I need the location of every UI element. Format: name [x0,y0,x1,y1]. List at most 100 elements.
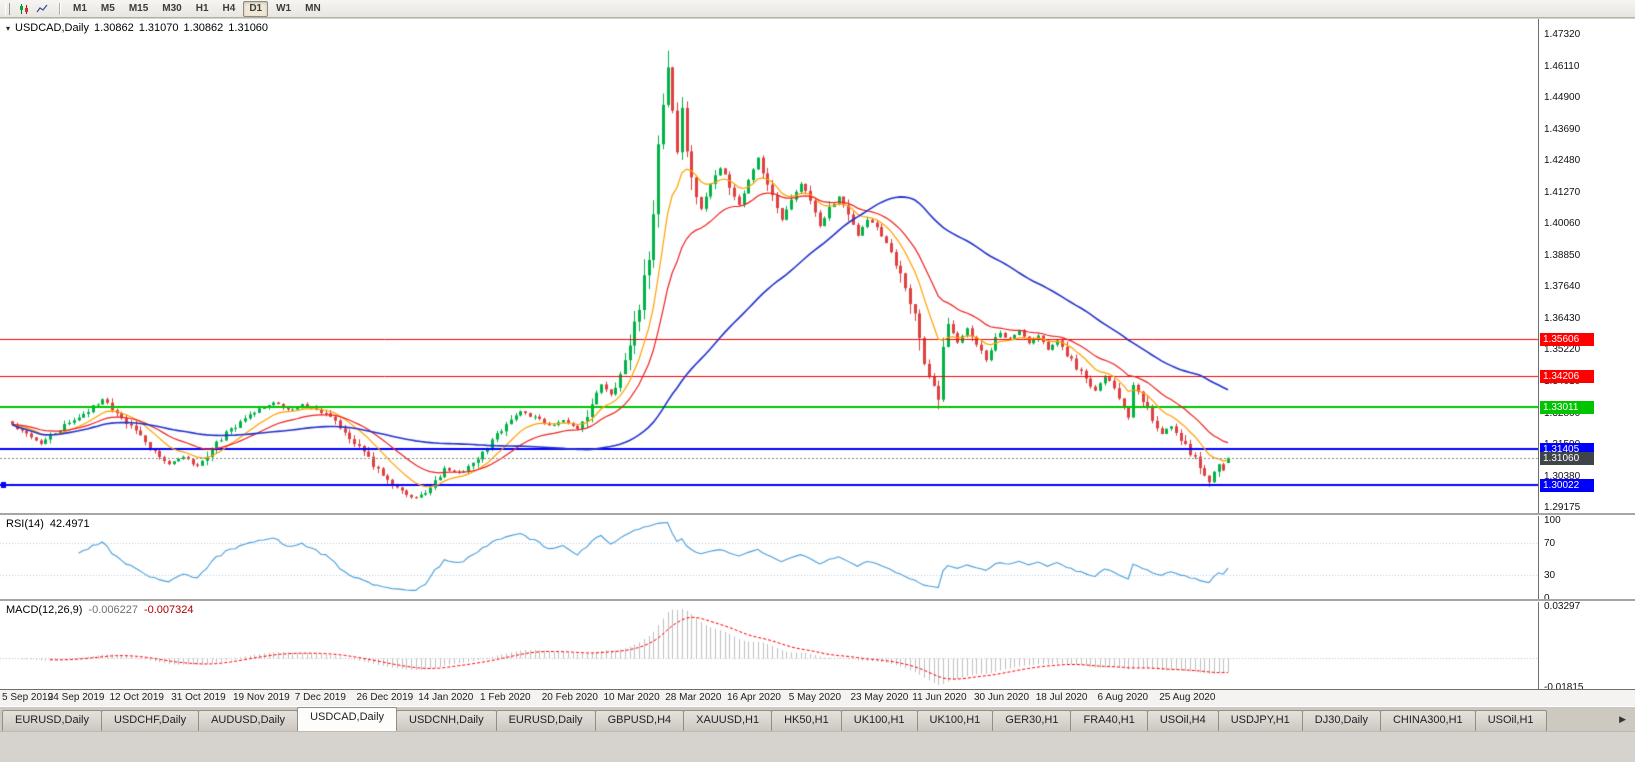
status-strip [0,731,1635,762]
timeframe-button-m15[interactable]: M15 [123,1,154,17]
line-chart-icon[interactable] [34,2,50,16]
price-axis-label: 1.35220 [1544,344,1581,356]
top-toolbar: M1 M5 M15 M30 H1 H4 D1 W1 MN [0,0,1635,18]
timeframe-button-m1[interactable]: M1 [67,1,93,17]
macd-axis-label: -0.01815 [1544,682,1584,693]
chart-tab-bar: EURUSD,Daily USDCHF,Daily AUDUSD,Daily USDC… [0,706,1635,731]
date-label: 7 Dec 2019 [294,692,346,703]
timeframe-button-m5[interactable]: M5 [95,1,121,17]
panel-separator-rsi[interactable] [0,513,1635,516]
date-label: 6 Aug 2020 [1097,692,1149,703]
chart-symbol-label: USDCAD,Daily [15,22,89,34]
time-axis[interactable]: 5 Sep 2019 24 Sep 2019 12 Oct 2019 31 Oct 2… [0,689,1635,706]
chart-window: ▾ USDCAD,Daily 1.30862 1.31070 1.30862 1… [0,19,1635,693]
date-label: 30 Jun 2020 [974,692,1030,703]
date-label: 23 May 2020 [850,692,909,703]
date-label: 14 Jan 2020 [418,692,474,703]
tabs-scroll-right-icon[interactable]: ▶ [1619,713,1626,724]
current-price-tag: 1.31060 [1540,451,1594,465]
tab-audusd-daily[interactable]: AUDUSD,Daily [198,710,299,731]
toolbar-separator [59,2,60,15]
timeframe-buttons-group: M1 M5 M15 M30 H1 H4 D1 W1 MN [67,0,327,17]
tab-eurusd-daily[interactable]: EURUSD,Daily [495,710,596,731]
tab-usoil-h4[interactable]: USOil,H4 [1146,710,1219,731]
price-axis-label: 1.29175 [1544,502,1581,513]
timeframe-button-d1[interactable]: D1 [243,0,269,17]
chart-dropdown-icon[interactable]: ▾ [6,23,11,33]
ohlc-low: 1.30862 [183,22,224,34]
date-label: 31 Oct 2019 [171,692,226,703]
date-label: 26 Dec 2019 [356,692,414,703]
tab-china300-h1[interactable]: CHINA300,H1 [1379,710,1476,731]
macd-axis-label: 0.03297 [1544,601,1581,612]
tab-uk100-h1[interactable]: UK100,H1 [916,710,994,731]
price-axis-label: 1.44900 [1544,92,1581,104]
date-label: 12 Oct 2019 [109,692,164,703]
price-axis-label: 1.30380 [1544,470,1581,482]
timeframe-button-mn[interactable]: MN [299,1,327,17]
price-axis-label: 1.41270 [1544,186,1581,198]
tab-eurusd-daily[interactable]: EURUSD,Daily [2,710,102,731]
level-price-tag: 1.33011 [1540,401,1594,414]
tab-usoil-h1[interactable]: USOil,H1 [1474,710,1547,731]
level-price-tag: 1.35606 [1540,333,1594,347]
rsi-name: RSI(14) [6,518,44,530]
toolbar-grip[interactable] [5,2,10,15]
macd-indicator-label: MACD(12,26,9) -0.006227 -0.007324 [6,604,194,616]
macd-value: -0.006227 [88,604,138,616]
tab-gbpusd-h4[interactable]: GBPUSD,H4 [594,710,685,731]
price-axis-label: 1.42480 [1544,155,1581,167]
rsi-axis-label: 70 [1544,538,1556,550]
level-price-tag: 1.34206 [1540,369,1594,383]
date-label: 18 Jul 2020 [1035,692,1088,703]
date-label: 20 Feb 2020 [541,692,598,703]
date-label: 19 Nov 2019 [233,692,290,703]
rsi-indicator-label: RSI(14) 42.4971 [6,518,90,530]
price-axis-label: 1.38850 [1544,249,1581,261]
tab-uk100-h1[interactable]: UK100,H1 [840,710,918,731]
level-price-tag: 1.30022 [1540,478,1594,492]
timeframe-button-h1[interactable]: H1 [190,1,215,17]
price-axis-label: 1.36430 [1544,312,1581,324]
date-label: 28 Mar 2020 [665,692,722,703]
tab-xauusd-h1[interactable]: XAUUSD,H1 [683,710,773,731]
timeframe-button-m30[interactable]: M30 [156,1,187,17]
price-axis-label: 1.40060 [1544,218,1581,230]
candlestick-chart-icon[interactable] [16,2,32,16]
date-label: 25 Aug 2020 [1159,692,1216,703]
price-chart-canvas[interactable] [0,19,1538,689]
tab-fra40-h1[interactable]: FRA40,H1 [1070,710,1148,731]
date-label: 1 Feb 2020 [480,692,531,703]
tab-usdchf-daily[interactable]: USDCHF,Daily [100,710,200,731]
tab-usdcnh-daily[interactable]: USDCNH,Daily [396,710,497,731]
date-label: 10 Mar 2020 [603,692,660,703]
macd-name: MACD(12,26,9) [6,604,83,616]
timeframe-button-h4[interactable]: H4 [217,1,242,17]
tab-ger30-h1[interactable]: GER30,H1 [992,710,1072,731]
price-axis-label: 1.43690 [1544,123,1581,135]
timeframe-button-w1[interactable]: W1 [270,1,297,17]
rsi-value: 42.4971 [49,518,90,530]
date-label: 5 Sep 2019 [2,692,54,703]
ohlc-close: 1.31060 [228,22,269,34]
macd-signal-value: -0.007324 [143,604,194,616]
price-axis-label: 1.46110 [1544,60,1580,72]
date-label: 11 Jun 2020 [912,692,967,703]
price-axis[interactable]: 1.47320 1.46110 1.44900 1.43690 1.42480 1.412… [1538,19,1635,693]
chart-title: ▾ USDCAD,Daily 1.30862 1.31070 1.30862 1… [6,22,268,34]
price-axis-label: 1.47320 [1544,29,1581,40]
tab-dj30-daily[interactable]: DJ30,Daily [1301,710,1381,731]
tab-hk50-h1[interactable]: HK50,H1 [771,710,842,731]
date-label: 24 Sep 2019 [47,692,105,703]
tab-usdjpy-h1[interactable]: USDJPY,H1 [1217,710,1303,731]
rsi-axis-label: 30 [1544,569,1556,581]
ohlc-high: 1.31070 [138,22,179,34]
rsi-axis-label: 0 [1544,593,1550,604]
date-label: 5 May 2020 [788,692,842,703]
date-label: 16 Apr 2020 [727,692,781,703]
price-axis-label: 1.37640 [1544,281,1581,293]
panel-separator-macd[interactable] [0,599,1635,602]
rsi-axis-label: 100 [1544,515,1561,526]
tab-usdcad-daily[interactable]: USDCAD,Daily [297,707,398,731]
ohlc-open: 1.30862 [93,22,134,34]
